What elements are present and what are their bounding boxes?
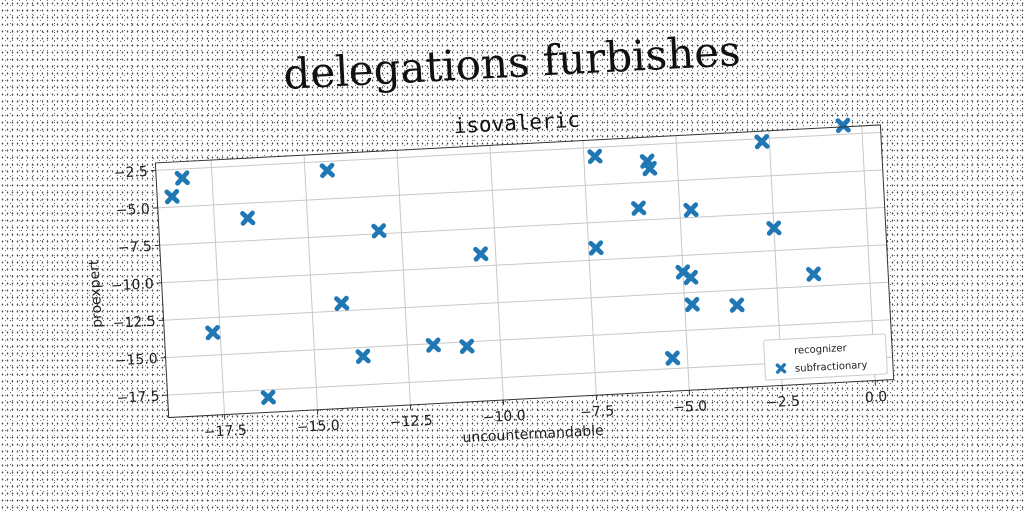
scatter-point [174, 170, 190, 186]
y-tick-label: −2.5 [113, 164, 148, 182]
scatter-point [665, 350, 681, 366]
scatter-point [835, 117, 851, 134]
axes-frame [154, 124, 895, 419]
scatter-point [729, 297, 745, 313]
x-grid-line [210, 159, 225, 415]
x-tick-label: −7.5 [580, 403, 615, 421]
y-axis-ticks: −2.5 −5.0 −7.5 −10.0 −12.5 −15.0 −17.5 [110, 164, 168, 407]
y-grid-line [161, 244, 887, 284]
x-tick-label: 0.0 [864, 389, 887, 406]
legend-entry-recognizer: recognizer [794, 343, 848, 357]
scatter-point [631, 200, 647, 216]
x-grid-line [582, 140, 597, 396]
y-grid-line [165, 319, 891, 359]
x-tick-label: −15.0 [296, 418, 340, 436]
scatter-point [260, 389, 276, 405]
legend-entry-subfractionary: subfractionary [795, 360, 868, 375]
x-grid-line [396, 150, 411, 405]
scatter-point [766, 220, 782, 236]
scatter-point [473, 246, 489, 262]
x-axis-label: uncountermandable [462, 423, 604, 446]
legend: recognizer subfractionary [763, 333, 888, 381]
y-grid-line [157, 169, 883, 209]
y-grid-line [163, 281, 889, 321]
scatter-point [683, 269, 699, 286]
scatter-point [319, 162, 335, 179]
scatter-point [642, 160, 658, 177]
scatter-point [588, 240, 604, 256]
x-tick-label: −2.5 [766, 394, 801, 412]
legend-box [763, 333, 888, 381]
x-tick-label: −5.0 [673, 398, 708, 416]
x-grid-line [303, 155, 318, 410]
y-tick-label: −7.5 [117, 239, 152, 257]
scatter-point [205, 325, 221, 341]
scatter-point [355, 348, 371, 364]
x-axis-ticks: −17.5 −15.0 −12.5 −10.0 −7.5 −5.0 −2.5 0.0 [204, 380, 888, 441]
y-grid-line [159, 206, 885, 246]
scatter-point [754, 134, 770, 150]
scatter-point [371, 223, 387, 239]
scatter-point [684, 296, 700, 313]
scatter-points [164, 117, 851, 405]
y-tick-label: −12.5 [112, 314, 156, 332]
y-tick-label: −15.0 [114, 351, 158, 369]
scatter-point [334, 295, 350, 311]
x-grid-line [489, 145, 504, 401]
y-tick-label: −17.5 [116, 389, 160, 407]
scatter-point [240, 210, 256, 226]
scatter-point [683, 202, 699, 218]
scatter-point [164, 188, 180, 205]
x-tick-label: −17.5 [204, 423, 248, 441]
scatter-point [425, 337, 441, 353]
scatter-point [806, 266, 822, 282]
plot-group: isovaleric −17.5 −15.0 −12.5 −10.0 −7.5 −5.0−… [86, 108, 895, 446]
x-grid-line [675, 135, 690, 391]
x-tick-label: −10.0 [482, 408, 526, 426]
legend-marker-subfractionary [775, 363, 787, 374]
y-tick-label: −5.0 [115, 201, 150, 219]
y-axis-label: proexpert [86, 259, 106, 329]
y-tick-label: −10.0 [110, 276, 154, 294]
scatter-point [587, 148, 603, 165]
chart-title: isovaleric [453, 108, 581, 139]
x-tick-label: −12.5 [389, 413, 433, 431]
scatter-point [459, 338, 475, 354]
